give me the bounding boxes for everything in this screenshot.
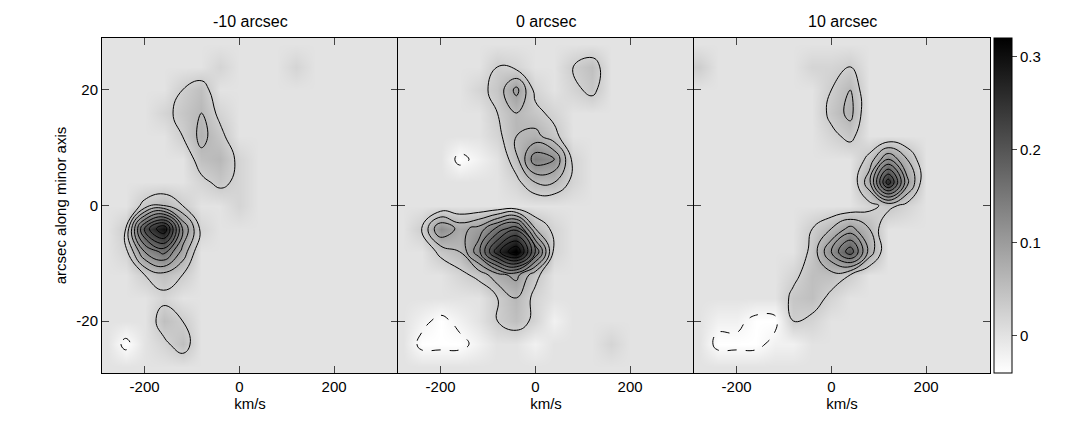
svg-text:0.2: 0.2 <box>1020 141 1041 158</box>
svg-text:0.3: 0.3 <box>1020 48 1041 65</box>
svg-text:-200: -200 <box>426 378 456 395</box>
svg-text:-200: -200 <box>130 378 160 395</box>
svg-text:200: 200 <box>914 378 939 395</box>
svg-text:200: 200 <box>322 378 347 395</box>
svg-text:0: 0 <box>1020 327 1028 344</box>
svg-text:km/s: km/s <box>234 395 266 412</box>
svg-text:arcsec along minor axis: arcsec along minor axis <box>52 127 69 285</box>
svg-text:0: 0 <box>531 378 539 395</box>
svg-text:km/s: km/s <box>530 395 562 412</box>
svg-text:200: 200 <box>618 378 643 395</box>
svg-text:0: 0 <box>827 378 835 395</box>
svg-text:-200: -200 <box>722 378 752 395</box>
svg-text:-20: -20 <box>76 312 98 329</box>
svg-text:0: 0 <box>235 378 243 395</box>
svg-text:0: 0 <box>90 197 98 214</box>
svg-text:-10 arcsec: -10 arcsec <box>213 13 288 30</box>
svg-text:10 arcsec: 10 arcsec <box>808 13 877 30</box>
svg-text:0.1: 0.1 <box>1020 234 1041 251</box>
svg-text:km/s: km/s <box>826 395 858 412</box>
svg-text:20: 20 <box>81 81 98 98</box>
svg-text:0 arcsec: 0 arcsec <box>516 13 576 30</box>
